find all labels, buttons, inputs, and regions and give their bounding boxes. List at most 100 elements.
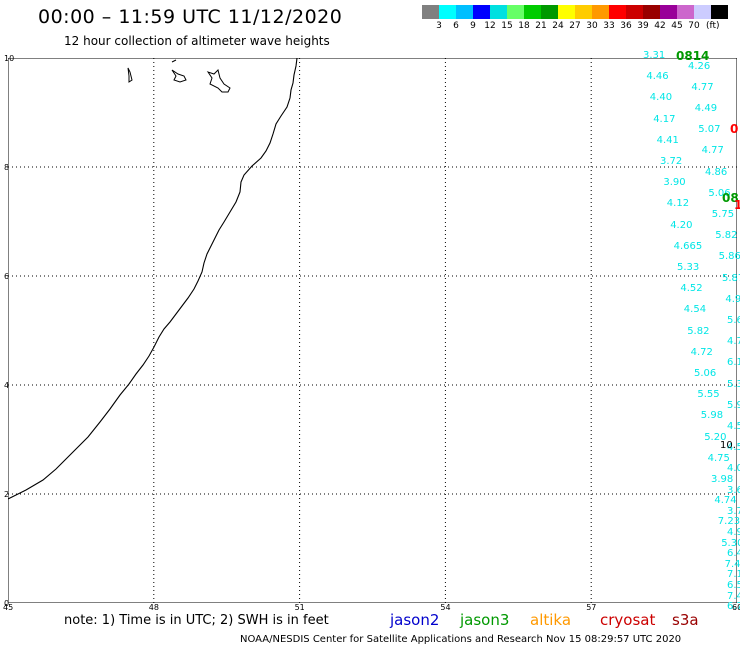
wave-height-value: 4.40 <box>649 92 673 104</box>
y-tick-label: 4 <box>4 381 10 390</box>
map-gridlines <box>8 58 737 603</box>
wave-height-value: 5.82 <box>715 230 738 242</box>
colorbar-swatch <box>507 5 524 19</box>
colorbar-tick-label: 30 <box>586 21 598 31</box>
colorbar-swatch <box>660 5 677 19</box>
island-2 <box>171 59 187 83</box>
wave-height-value: 3.98 <box>711 474 734 485</box>
wave-height-value: 5.98 <box>700 410 724 422</box>
wave-height-value: 4.74 <box>714 495 737 507</box>
map-title: 00:00 – 11:59 UTC 11/12/2020 <box>38 6 343 28</box>
wave-height-value: 6.70 <box>727 601 740 613</box>
x-tick-label: 60 <box>732 603 740 612</box>
colorbar-tick-label: 36 <box>620 21 632 31</box>
island-3 <box>206 69 231 93</box>
colorbar-swatch <box>541 5 558 19</box>
y-tick-label: 10 <box>4 54 15 63</box>
coastline <box>8 58 298 500</box>
wave-height-value: 4.17 <box>653 113 676 125</box>
colorbar-tick-label: 70 <box>688 21 700 31</box>
y-tick-label: 2 <box>4 490 10 499</box>
pass-time-label: 08 <box>722 191 739 205</box>
wave-height-value: 4.12 <box>666 198 690 210</box>
colorbar-tick-label: 15 <box>501 21 513 31</box>
satellite-legend-jason2: jason2 <box>390 611 440 629</box>
colorbar-tick-label: 45 <box>671 21 683 31</box>
wave-height-value: 4.54 <box>683 304 707 316</box>
colorbar-swatch <box>439 5 456 19</box>
colorbar-tick-label: 9 <box>470 21 476 31</box>
map-subtitle: 12 hour collection of altimeter wave hei… <box>64 34 330 48</box>
wave-height-value: 4.665 <box>673 240 703 252</box>
wave-height-value: 5.20 <box>704 431 727 443</box>
colorbar-swatch <box>575 5 592 19</box>
altimeter-map <box>8 58 737 603</box>
wave-height-colorbar <box>422 5 728 19</box>
satellite-legend-cryosat: cryosat <box>600 611 656 629</box>
colorbar-swatch <box>592 5 609 19</box>
wave-height-value: 4.75 <box>707 452 730 464</box>
wave-height-value: 5.75 <box>711 209 735 220</box>
wave-height-value: 6.50 <box>727 580 740 591</box>
wave-height-value: 3.90 <box>663 177 686 189</box>
wave-height-value: 4.77 <box>691 81 714 93</box>
wave-height-value: 4.50 <box>727 421 740 432</box>
wave-height-value: 5.07 <box>698 124 721 136</box>
wave-height-value: 10. <box>720 440 736 451</box>
wave-height-value: 4.08 <box>727 463 740 475</box>
colorbar-swatch <box>524 5 541 19</box>
y-tick-label: 8 <box>4 163 10 172</box>
island-1 <box>127 67 133 83</box>
pass-time-label: 1 <box>734 198 740 212</box>
wave-height-value: 3.31 <box>643 50 666 61</box>
map-frame <box>8 58 737 603</box>
satellite-legend-s3a: s3a <box>672 611 699 629</box>
wave-height-value: 5.38 <box>727 378 740 390</box>
wave-height-value: 3.65 <box>727 484 740 496</box>
wave-height-value: 4.86 <box>705 166 728 178</box>
satellite-legend-jason3: jason3 <box>460 611 510 629</box>
wave-height-value: 4.46 <box>646 71 669 83</box>
satellite-legend-altika: altika <box>530 611 572 629</box>
wave-height-value: 7.23 <box>717 516 740 528</box>
wave-height-value: 4.90 <box>727 527 740 538</box>
colorbar-tick-label: 39 <box>637 21 649 31</box>
colorbar-swatch <box>490 5 507 19</box>
colorbar-swatch <box>422 5 439 19</box>
wave-height-value: 5.99 <box>727 399 740 411</box>
wave-height-value: 5.82 <box>687 325 710 337</box>
wave-height-value: 4.49 <box>694 103 718 114</box>
colorbar-tick-label: 12 <box>484 21 496 31</box>
wave-height-value: 4.56 <box>727 442 740 454</box>
x-tick-label: 48 <box>148 603 159 612</box>
colorbar-tick-label: 6 <box>453 21 459 31</box>
wave-height-value: 4.77 <box>701 145 724 157</box>
wave-height-value: 6.15 <box>727 357 740 369</box>
wave-height-value: 5.33 <box>677 262 700 273</box>
wave-height-value: 7.40 <box>724 558 740 570</box>
wave-height-value: 5.06 <box>694 368 717 379</box>
wave-height-value: 4.72 <box>690 346 713 358</box>
x-tick-label: 45 <box>3 603 14 612</box>
colorbar-swatch <box>609 5 626 19</box>
colorbar-tick-label: 42 <box>654 21 666 31</box>
colorbar-tick-label: 3 <box>436 21 442 31</box>
colorbar-swatch <box>626 5 643 19</box>
pass-time-label: 0814 <box>676 49 710 63</box>
wave-height-value: 5.87 <box>722 272 740 284</box>
colorbar-tick-label: 27 <box>569 21 581 31</box>
wave-height-value: 6.40 <box>727 548 740 560</box>
wave-height-value: 4.52 <box>680 283 703 295</box>
wave-height-value: 4.41 <box>656 134 679 146</box>
colorbar-unit: (ft) <box>706 21 720 31</box>
wave-height-value: 5.55 <box>697 389 720 401</box>
wave-height-value: 7.10 <box>727 569 740 581</box>
x-tick-label: 54 <box>440 603 451 612</box>
colorbar-tick-label: 21 <box>535 21 547 31</box>
pass-time-label: 0 <box>730 122 739 136</box>
footer-note: note: 1) Time is in UTC; 2) SWH is in fe… <box>64 613 329 628</box>
wave-height-value: 4.26 <box>688 60 711 72</box>
wave-height-value: 5.86 <box>718 251 740 263</box>
wave-height-value: 4.95 <box>725 293 740 305</box>
y-tick-label: 0 <box>4 599 10 608</box>
